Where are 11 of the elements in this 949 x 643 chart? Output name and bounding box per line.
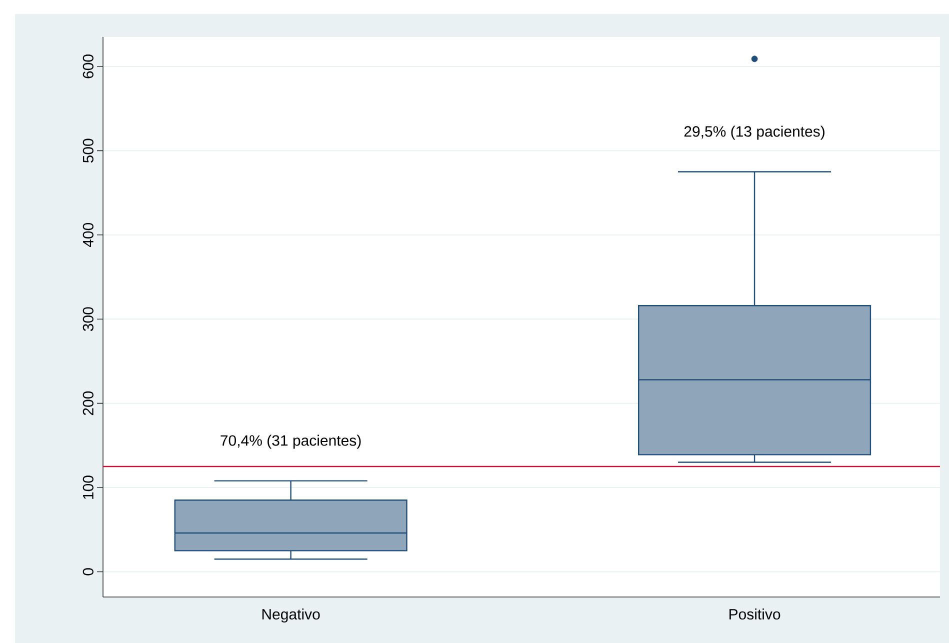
x-tick-label: Positivo: [729, 608, 780, 620]
y-tick-label: 400: [82, 222, 94, 248]
y-tick-label: 100: [82, 476, 94, 499]
y-tick-label: 200: [82, 391, 94, 416]
annotation: 29,5% (13 pacientes): [684, 126, 824, 140]
y-tick-label: 300: [82, 307, 94, 332]
x-tick-label: Negativo: [262, 608, 320, 623]
y-tick-label: 500: [82, 138, 94, 163]
y-tick-label: 600: [82, 54, 94, 78]
y-tick-label: 0: [82, 568, 94, 576]
annotation: 70,4% (31 pacientes): [220, 434, 361, 449]
